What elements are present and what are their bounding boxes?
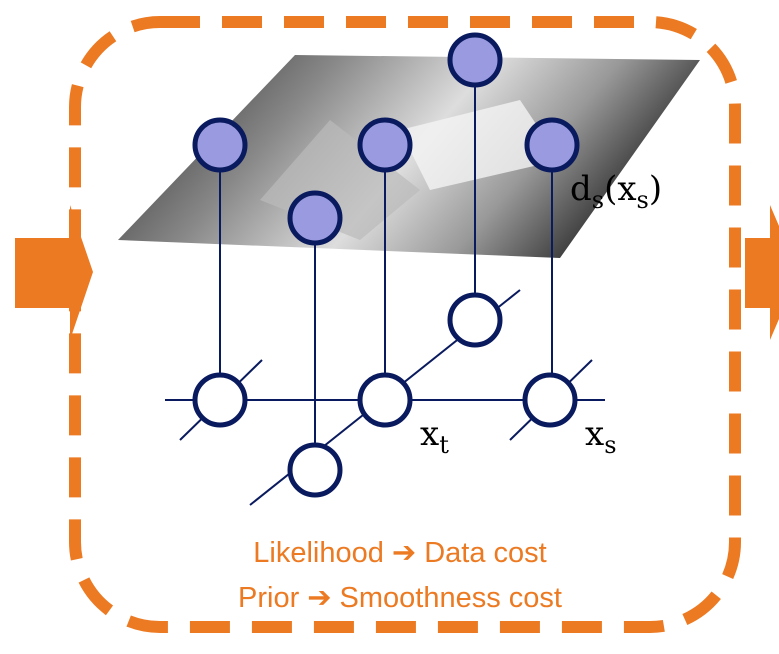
text: x [585, 414, 604, 454]
subscript: s [637, 186, 649, 214]
caption-line: Prior➔ Smoothness cost [238, 582, 562, 614]
label-xs: xs [585, 414, 617, 459]
caption-part: Prior [238, 582, 300, 614]
diagram: ds(xs) xt xs Likelihood➔Data cost Prior➔… [0, 0, 779, 649]
arrow-right [745, 205, 779, 340]
text: x [420, 414, 439, 454]
caption-line: Likelihood➔Data cost [253, 537, 546, 569]
subscript: t [439, 431, 449, 459]
caption-part: Smoothness cost [340, 582, 562, 614]
caption-part: Data cost [424, 537, 547, 569]
label-xt: xt [420, 414, 449, 459]
text: (x [604, 169, 636, 209]
caption-part: ➔ [392, 537, 416, 569]
text: d [570, 169, 592, 209]
subscript: s [592, 186, 604, 214]
text: ) [649, 169, 662, 209]
subscript: s [604, 431, 616, 459]
page: ds(xs) xt xs Likelihood➔Data cost Prior➔… [0, 0, 779, 649]
caption-part: Likelihood [253, 537, 384, 569]
caption-part: ➔ [307, 582, 331, 614]
arrow-left [15, 205, 93, 340]
label-data-term: ds(xs) [570, 169, 662, 214]
